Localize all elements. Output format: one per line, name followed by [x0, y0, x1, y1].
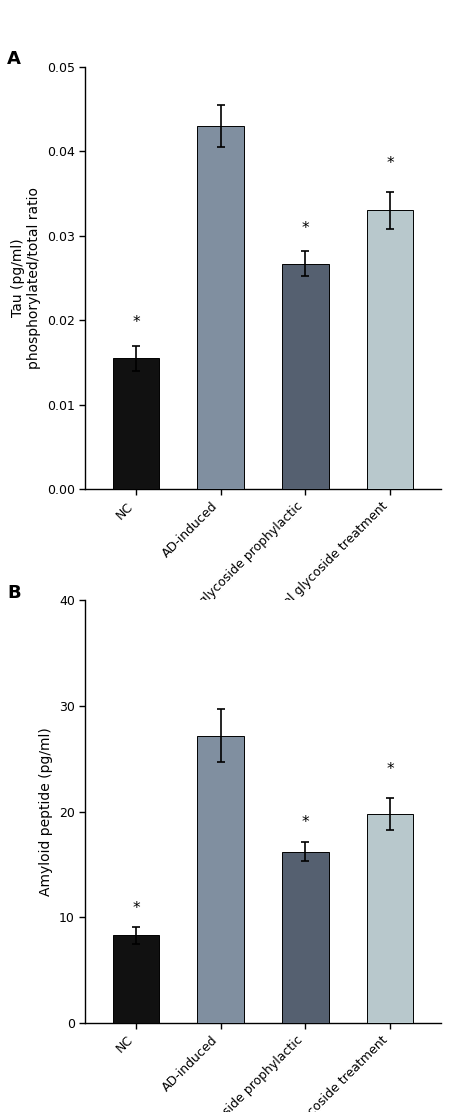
Bar: [282, 852, 328, 1023]
Bar: [367, 210, 413, 489]
Bar: [198, 126, 244, 489]
Bar: [113, 358, 159, 489]
Text: A: A: [7, 50, 21, 68]
Y-axis label: Tau (pg/ml)
phosphorylated/total ratio: Tau (pg/ml) phosphorylated/total ratio: [11, 187, 41, 369]
Text: *: *: [386, 156, 394, 170]
Bar: [113, 935, 159, 1023]
Y-axis label: Amyloid peptide (pg/ml): Amyloid peptide (pg/ml): [39, 727, 54, 896]
Text: *: *: [132, 902, 140, 916]
Text: *: *: [301, 815, 309, 830]
Bar: [282, 264, 328, 489]
Text: B: B: [7, 584, 21, 602]
Bar: [198, 736, 244, 1023]
Text: *: *: [132, 316, 140, 330]
Bar: [367, 814, 413, 1023]
Text: *: *: [301, 221, 309, 236]
Text: *: *: [386, 762, 394, 777]
